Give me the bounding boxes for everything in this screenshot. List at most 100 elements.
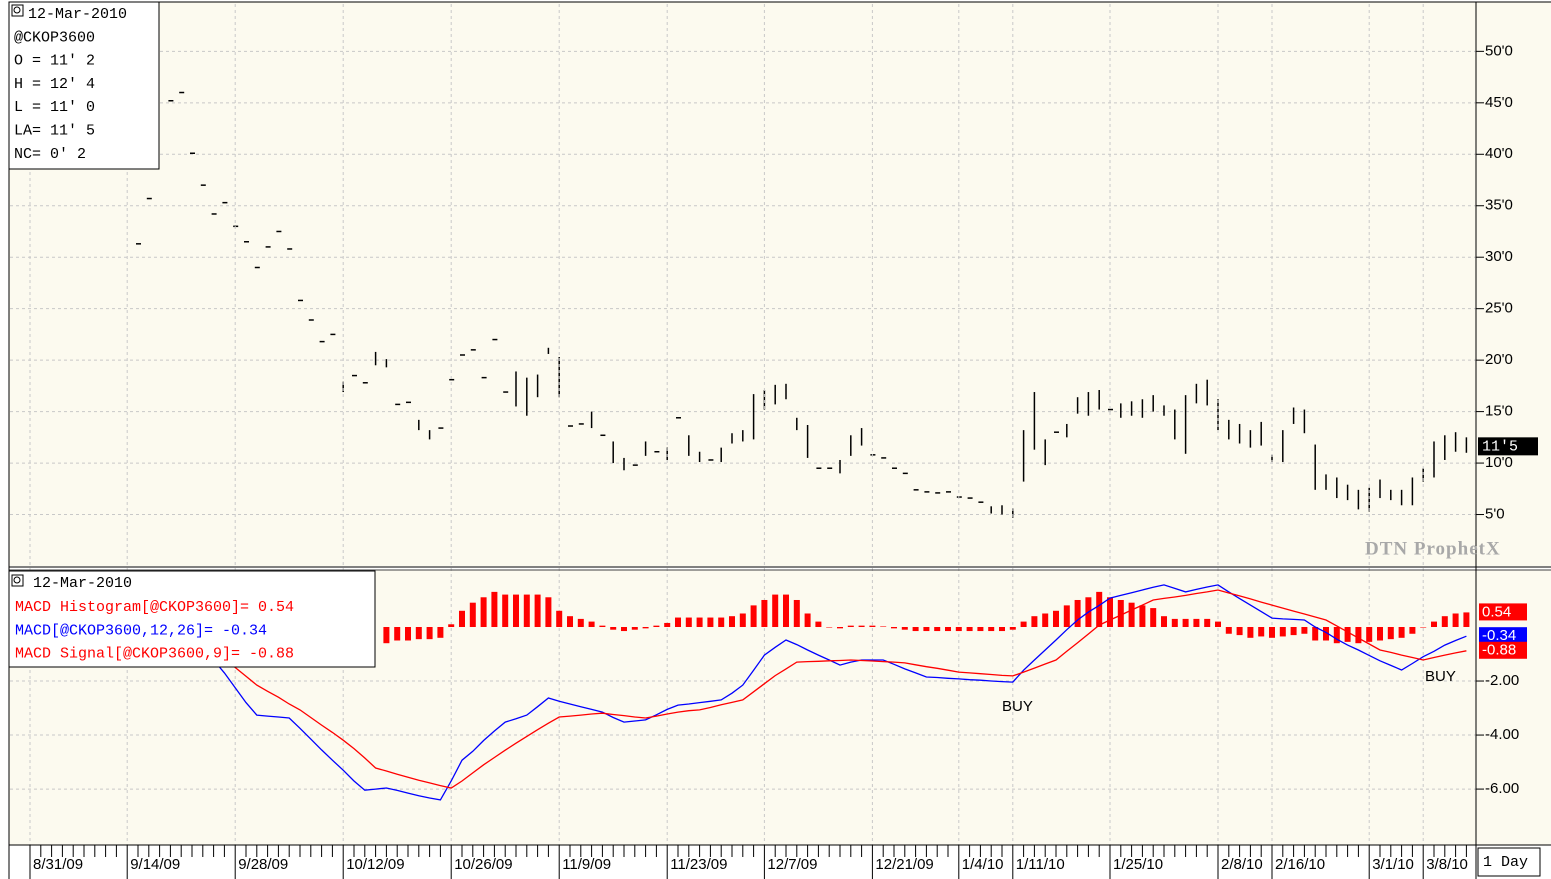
histogram-bar [999, 626, 1005, 632]
histogram-bar [869, 625, 876, 627]
histogram-bar [631, 626, 638, 630]
x-tick-label: 10/26/09 [454, 856, 512, 873]
y-tick-label: 20'0 [1485, 351, 1513, 368]
histogram-bar [1366, 626, 1373, 642]
macd-line [202, 584, 1467, 801]
last-value-label: -0.88 [1482, 642, 1516, 659]
histogram-bar [901, 626, 908, 630]
histogram-bar [1150, 608, 1157, 627]
info-line: @CKOP3600 [14, 29, 95, 46]
last-value-label: -0.34 [1482, 627, 1516, 644]
histogram-bar [1247, 626, 1254, 638]
histogram-bar [793, 599, 800, 627]
histogram-bar [1290, 626, 1297, 636]
histogram-bar [966, 626, 973, 632]
watermark: DTN ProphetX [1365, 538, 1501, 559]
interval-box[interactable] [1477, 847, 1541, 877]
last-price-badge [1478, 437, 1538, 456]
histogram-bar [1420, 626, 1427, 628]
histogram-bar [1020, 621, 1027, 627]
x-tick-label: 1/4/10 [962, 856, 1004, 873]
histogram-bar [426, 626, 433, 640]
y-tick-label: -4.00 [1485, 726, 1519, 743]
histogram-bar [653, 625, 660, 627]
histogram-bar [1344, 626, 1351, 642]
histogram-bar [1074, 599, 1081, 627]
macd-line [202, 589, 1467, 789]
histogram-bar [837, 626, 843, 629]
info-line: L = 11' 0 [14, 99, 95, 116]
histogram-bar [1053, 610, 1059, 627]
histogram-bar [1333, 626, 1340, 644]
histogram-bar [858, 625, 865, 627]
histogram-bar [923, 626, 930, 632]
histogram-bar [815, 621, 822, 627]
x-tick-label: 11/23/09 [670, 856, 727, 873]
legend-entry: MACD[@CKOP3600,12,26]= -0.34 [15, 622, 267, 639]
x-tick-label: 8/31/09 [33, 856, 83, 873]
histogram-bar [448, 624, 455, 627]
histogram-bar [480, 597, 487, 627]
histogram-bar [880, 626, 887, 627]
x-tick-label: 2/8/10 [1221, 856, 1263, 873]
histogram-bar [707, 617, 714, 627]
histogram-bar [847, 625, 854, 627]
histogram-bar [437, 626, 444, 638]
last-value-label: 0.54 [1482, 603, 1511, 620]
histogram-bar [1063, 605, 1070, 627]
histogram-bar [1301, 626, 1308, 634]
legend-date: 12-Mar-2010 [33, 575, 132, 592]
histogram-bar [394, 626, 401, 641]
y-tick-label: 25'0 [1485, 300, 1513, 317]
histogram-bar [772, 594, 779, 627]
info-box [8, 1, 160, 170]
histogram-bar [491, 591, 498, 627]
last-value-badge [1479, 627, 1527, 645]
histogram-bar [1096, 591, 1103, 627]
histogram-bar [502, 594, 509, 627]
histogram-bar [1009, 626, 1016, 630]
histogram-bar [1409, 626, 1416, 634]
info-line: O = 11' 2 [14, 53, 95, 70]
histogram-bar [891, 626, 897, 629]
x-tick-label: 1/11/10 [1016, 856, 1065, 873]
histogram-bar [696, 617, 703, 627]
histogram-bar [1236, 626, 1243, 636]
histogram-bar [1452, 613, 1459, 627]
histogram-bar [1377, 626, 1383, 641]
x-tick-label: 3/1/10 [1372, 856, 1414, 873]
legend-icon [11, 574, 24, 587]
histogram-bar [1279, 626, 1286, 637]
legend-entry: MACD Signal[@CKOP3600,9]= -0.88 [15, 646, 294, 663]
histogram-bar [1107, 597, 1113, 627]
histogram-bar [621, 626, 627, 632]
x-tick-label: 12/21/09 [875, 856, 933, 873]
y-tick-label: -2.00 [1485, 672, 1519, 689]
histogram-bar [729, 616, 735, 627]
histogram-bar [945, 626, 951, 632]
histogram-bar [534, 594, 541, 627]
x-tick-label: 11/9/09 [562, 856, 611, 873]
x-tick-label: 10/12/09 [346, 856, 404, 873]
histogram-bar [1031, 616, 1038, 627]
histogram-bar [1215, 621, 1221, 627]
interval-label[interactable]: 1 Day [1483, 854, 1528, 871]
histogram-bar [1269, 626, 1275, 638]
info-lines: 12-Mar-2010 @CKOP3600 O = 11' 2 H = 12' 4 L … [14, 6, 127, 163]
histogram-bar [1258, 626, 1265, 637]
histogram-bar [588, 621, 595, 627]
info-line: LA= 11' 5 [14, 122, 95, 139]
x-tick-label: 12/7/09 [767, 856, 817, 873]
histogram-bar [1441, 616, 1448, 627]
histogram-bar [1161, 616, 1167, 627]
y-tick-label: 10'0 [1485, 454, 1513, 471]
info-icon [11, 4, 24, 17]
x-tick-label: 9/28/09 [238, 856, 288, 873]
y-tick-label: 35'0 [1485, 197, 1513, 214]
x-tick-label: 1/25/10 [1113, 856, 1163, 873]
legend: MACD Histogram[@CKOP3600]= 0.54 MACD[@CKO… [15, 599, 294, 663]
histogram-bar [1204, 618, 1211, 627]
histogram-bar [469, 602, 476, 627]
